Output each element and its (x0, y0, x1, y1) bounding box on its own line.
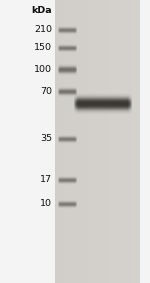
Text: 70: 70 (40, 87, 52, 96)
Text: 35: 35 (40, 134, 52, 143)
Text: 150: 150 (34, 43, 52, 52)
Text: 100: 100 (34, 65, 52, 74)
Text: 10: 10 (40, 199, 52, 208)
Text: 210: 210 (34, 25, 52, 34)
Text: 17: 17 (40, 175, 52, 184)
Text: kDa: kDa (31, 6, 52, 15)
